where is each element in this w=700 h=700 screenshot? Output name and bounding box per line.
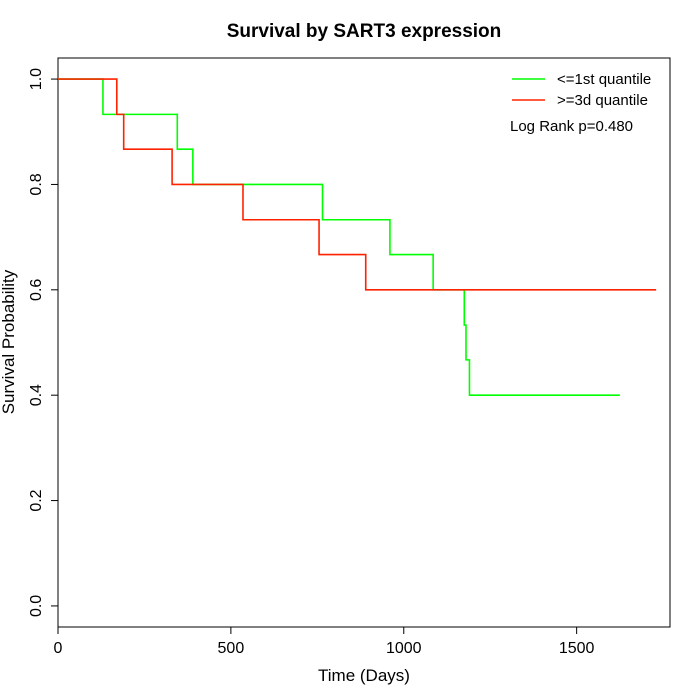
series-line-0 [58,78,620,396]
legend-label-0: <=1st quantile [557,71,651,88]
legend: <=1st quantile >=3d quantile [512,71,651,109]
legend-label-1: >=3d quantile [557,92,648,109]
y-tick-label: 0.8 [28,173,45,195]
x-tick-label: 1500 [559,640,595,657]
y-axis-label: Survival Probability [0,269,18,414]
y-tick-label: 0.6 [28,279,45,301]
series-layer [58,78,657,396]
x-axis: 0 500 1000 1500 [54,626,595,657]
chart-title: Survival by SART3 expression [227,21,502,42]
x-tick-label: 1000 [386,640,422,657]
y-tick-label: 0.2 [28,489,45,511]
log-rank-annotation: Log Rank p=0.480 [510,118,633,135]
y-tick-label: 0.0 [28,595,45,617]
series-line-1 [58,78,657,291]
y-tick-label: 1.0 [28,68,45,90]
y-axis: 0.0 0.2 0.4 0.6 0.8 1.0 [28,68,59,617]
x-tick-label: 0 [54,640,63,657]
x-axis-label: Time (Days) [318,666,410,685]
y-tick-label: 0.4 [28,384,45,406]
x-tick-label: 500 [218,640,245,657]
